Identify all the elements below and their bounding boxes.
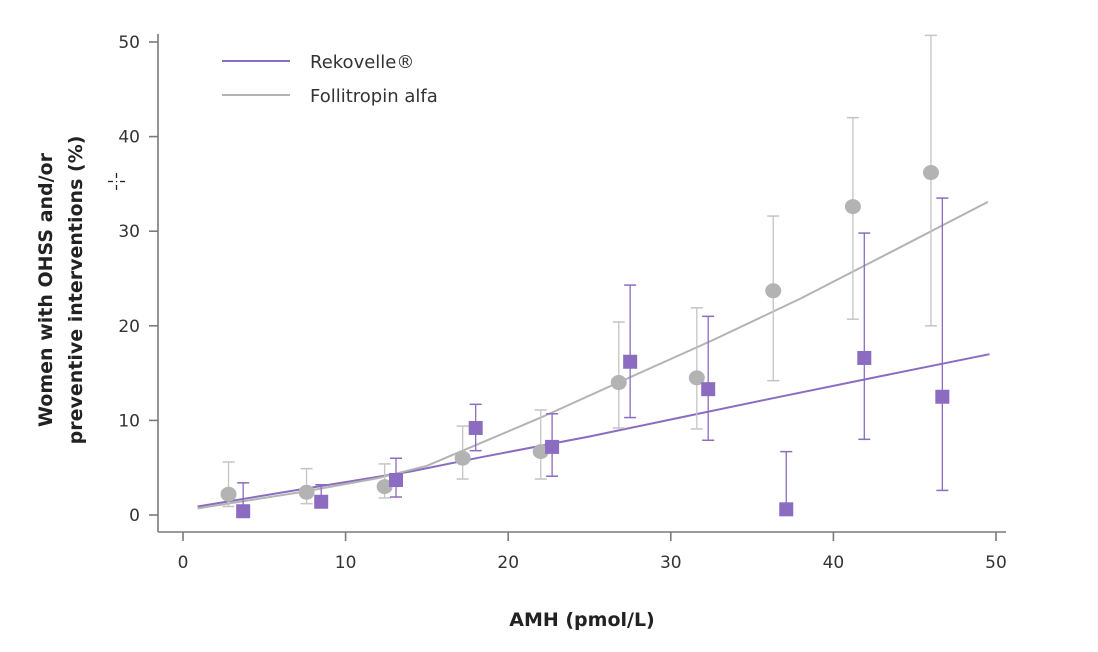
data-point-follitropin-alfa bbox=[298, 484, 315, 500]
y-axis-title-line-2: preventive interventions (%) bbox=[65, 136, 87, 445]
x-tick-label: 10 bbox=[335, 553, 357, 573]
crosshair-cursor-icon bbox=[108, 173, 125, 190]
data-point-rekovelle bbox=[468, 420, 483, 435]
data-point-rekovelle bbox=[779, 502, 794, 517]
y-tick-label: 10 bbox=[118, 411, 140, 431]
data-point-rekovelle bbox=[236, 504, 251, 519]
data-point-rekovelle bbox=[389, 472, 404, 487]
data-point-follitropin-alfa bbox=[376, 479, 393, 495]
data-point-follitropin-alfa bbox=[688, 370, 705, 386]
fit-line-rekovelle bbox=[197, 353, 990, 508]
data-point-follitropin-alfa bbox=[220, 486, 237, 502]
x-tick-label: 50 bbox=[985, 553, 1007, 573]
data-point-rekovelle bbox=[701, 382, 716, 397]
data-point-follitropin-alfa bbox=[610, 375, 627, 391]
data-point-follitropin-alfa bbox=[454, 450, 471, 466]
legend-label-rekovelle: Rekovelle® bbox=[310, 52, 414, 73]
x-tick-label: 40 bbox=[823, 553, 845, 573]
x-axis-title: AMH (pmol/L) bbox=[509, 609, 655, 631]
data-point-rekovelle bbox=[545, 439, 560, 454]
x-tick-label: 20 bbox=[497, 553, 519, 573]
data-point-rekovelle bbox=[935, 389, 950, 404]
x-tick-label: 0 bbox=[178, 553, 189, 573]
y-tick-label: 40 bbox=[118, 128, 140, 148]
y-tick-label: 0 bbox=[129, 506, 140, 526]
data-point-follitropin-alfa bbox=[765, 283, 782, 299]
data-point-rekovelle bbox=[857, 350, 872, 365]
data-point-follitropin-alfa bbox=[922, 165, 939, 181]
legend-label-follitropin-alfa: Follitropin alfa bbox=[310, 86, 438, 107]
markers bbox=[220, 165, 950, 519]
data-point-follitropin-alfa bbox=[844, 199, 861, 215]
x-tick-label: 30 bbox=[660, 553, 682, 573]
data-point-rekovelle bbox=[623, 354, 638, 369]
axes: 0 10 20 30 40 50 0 10 20 30 40 50 bbox=[118, 33, 1006, 573]
data-point-follitropin-alfa bbox=[532, 444, 549, 460]
y-ticks: 0 10 20 30 40 50 bbox=[118, 33, 158, 526]
x-ticks: 0 10 20 30 40 50 bbox=[178, 532, 1007, 573]
data-point-rekovelle bbox=[314, 494, 329, 509]
y-tick-label: 30 bbox=[118, 222, 140, 242]
y-tick-label: 50 bbox=[118, 33, 140, 53]
y-tick-label: 20 bbox=[118, 317, 140, 337]
legend: Rekovelle® Follitropin alfa bbox=[222, 52, 438, 107]
y-axis-title-line-1: Women with OHSS and/or bbox=[35, 152, 57, 427]
y-axis-title: Women with OHSS and/or preventive interv… bbox=[35, 136, 87, 445]
